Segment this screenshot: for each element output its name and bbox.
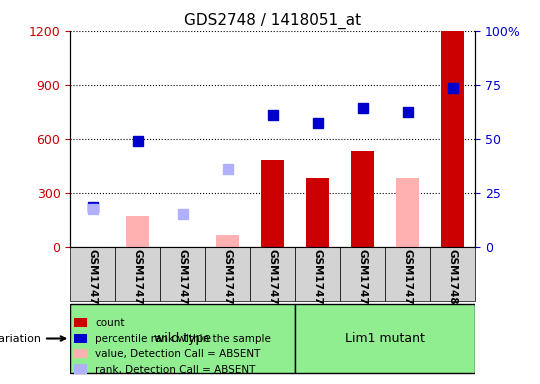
FancyBboxPatch shape — [205, 247, 250, 301]
Title: GDS2748 / 1418051_at: GDS2748 / 1418051_at — [184, 13, 361, 29]
Bar — [352, 151, 374, 247]
Text: GSM174762: GSM174762 — [313, 250, 323, 319]
FancyBboxPatch shape — [430, 247, 475, 301]
Bar — [261, 161, 284, 247]
FancyBboxPatch shape — [70, 247, 115, 301]
Bar — [396, 178, 419, 247]
FancyBboxPatch shape — [70, 305, 295, 372]
Text: GSM174761: GSM174761 — [268, 250, 278, 319]
Text: GSM174759: GSM174759 — [178, 250, 188, 319]
FancyBboxPatch shape — [295, 247, 340, 301]
FancyBboxPatch shape — [385, 247, 430, 301]
FancyBboxPatch shape — [115, 247, 160, 301]
FancyBboxPatch shape — [295, 305, 475, 372]
Text: GSM174758: GSM174758 — [133, 250, 143, 319]
FancyBboxPatch shape — [160, 247, 205, 301]
Text: Lim1 mutant: Lim1 mutant — [345, 332, 425, 345]
Text: GSM174891: GSM174891 — [448, 250, 458, 319]
Bar — [307, 178, 329, 247]
Text: GSM174763: GSM174763 — [357, 250, 368, 319]
Bar — [217, 235, 239, 247]
Bar — [442, 31, 464, 247]
Bar — [126, 216, 149, 247]
Text: GSM174757: GSM174757 — [87, 250, 98, 320]
Text: GSM174760: GSM174760 — [222, 250, 233, 319]
Legend: count, percentile rank within the sample, value, Detection Call = ABSENT, rank, : count, percentile rank within the sample… — [70, 314, 275, 379]
Text: wild type: wild type — [154, 332, 211, 345]
Text: GSM174764: GSM174764 — [403, 250, 413, 320]
FancyBboxPatch shape — [340, 247, 385, 301]
FancyBboxPatch shape — [250, 247, 295, 301]
Text: genotype/variation: genotype/variation — [0, 334, 65, 344]
